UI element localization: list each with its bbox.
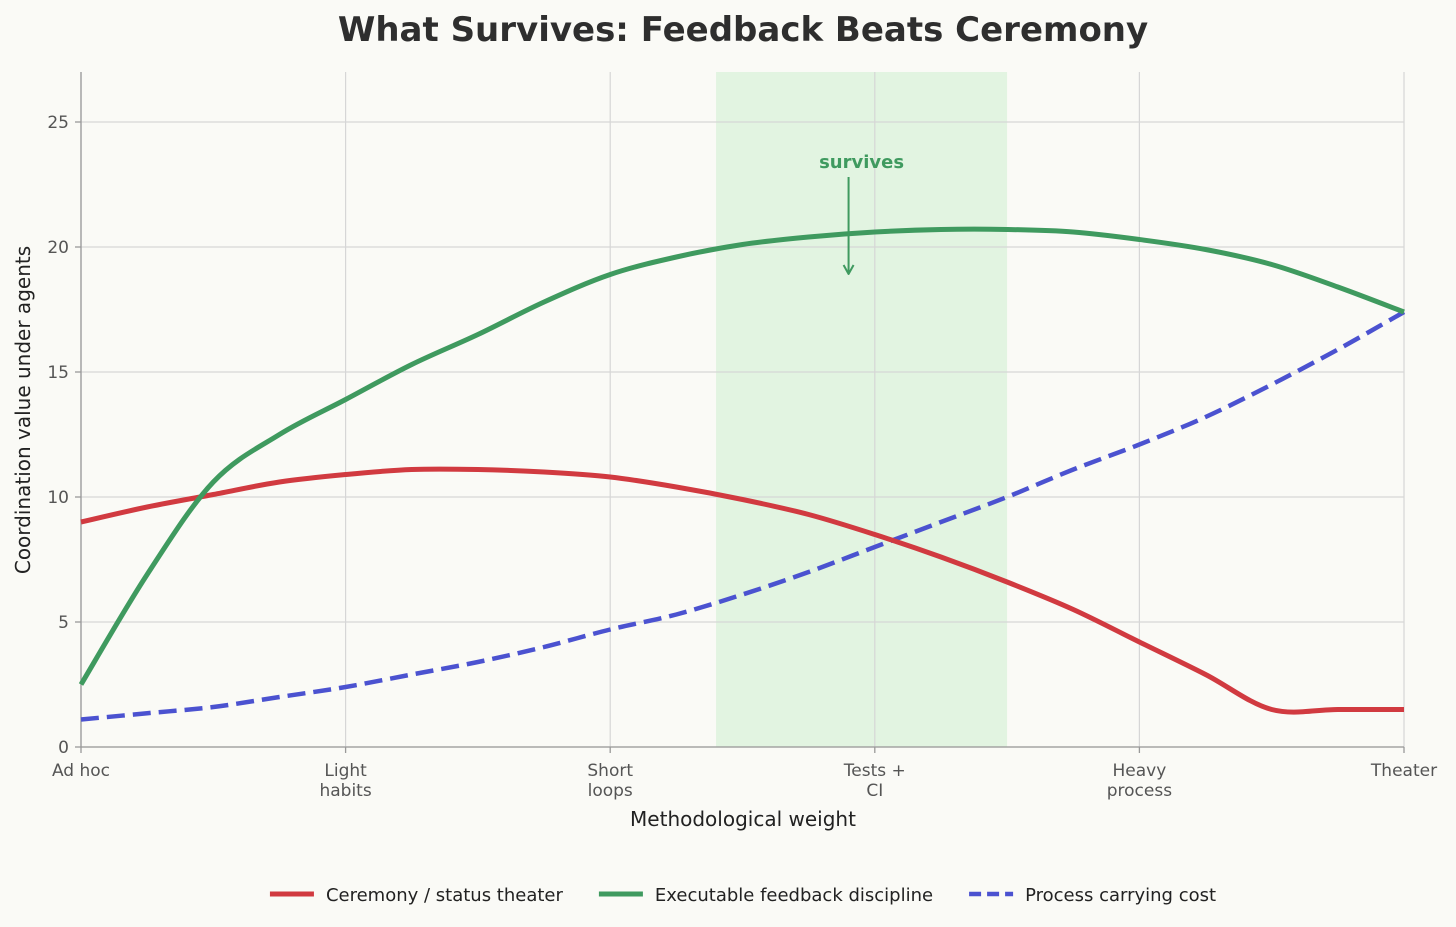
annotation-arrowhead (842, 264, 855, 275)
x-tick-label: Short loops (587, 761, 633, 801)
x-tick-label-line: habits (319, 781, 371, 801)
legend-label: Executable feedback discipline (655, 885, 933, 906)
y-tick-label: 20 (47, 238, 69, 258)
x-tick-label-line: Theater (1370, 761, 1437, 781)
legend: Ceremony / status theater Executable feed… (269, 885, 1216, 906)
legend-item: Executable feedback discipline (598, 885, 933, 906)
x-tick-label: Heavy process (1107, 761, 1172, 801)
y-tick-label: 5 (58, 613, 69, 633)
legend-label: Process carrying cost (1025, 885, 1216, 906)
x-tick-label: Theater (1370, 761, 1437, 781)
legend-label: Ceremony / status theater (326, 885, 564, 906)
highlight-band (716, 72, 1008, 747)
x-tick-label-line: Light (324, 761, 367, 781)
series-line-2 (80, 310, 1406, 722)
x-tick-label-line: CI (866, 781, 883, 801)
chart-title: What Survives: Feedback Beats Ceremony (338, 10, 1148, 50)
x-tick-label: Light habits (319, 761, 371, 801)
y-tick-label: 15 (47, 363, 69, 383)
series-line-1 (78, 226, 1405, 686)
y-tick-label: 25 (47, 113, 69, 133)
x-tick-label: Ad hoc (52, 761, 110, 781)
x-tick-label-line: loops (588, 781, 633, 801)
annotation-text: survives (819, 152, 904, 173)
x-tick-label-line: Short (587, 761, 633, 781)
y-tick-label: 0 (58, 738, 69, 758)
x-tick-label-line: Heavy (1113, 761, 1167, 781)
x-tick-label-line: process (1107, 781, 1172, 801)
x-tick-label: Tests + CI (843, 761, 906, 801)
x-tick-label-line: Ad hoc (52, 761, 110, 781)
series-line-0 (80, 466, 1404, 715)
y-tick-label: 10 (47, 488, 69, 508)
legend-item: Ceremony / status theater (269, 885, 564, 906)
x-tick-label-line: Tests + (843, 761, 906, 781)
legend-item: Process carrying cost (969, 885, 1216, 906)
y-axis-label: Coordination value under agents (11, 246, 35, 574)
x-axis-label: Methodological weight (630, 807, 856, 831)
